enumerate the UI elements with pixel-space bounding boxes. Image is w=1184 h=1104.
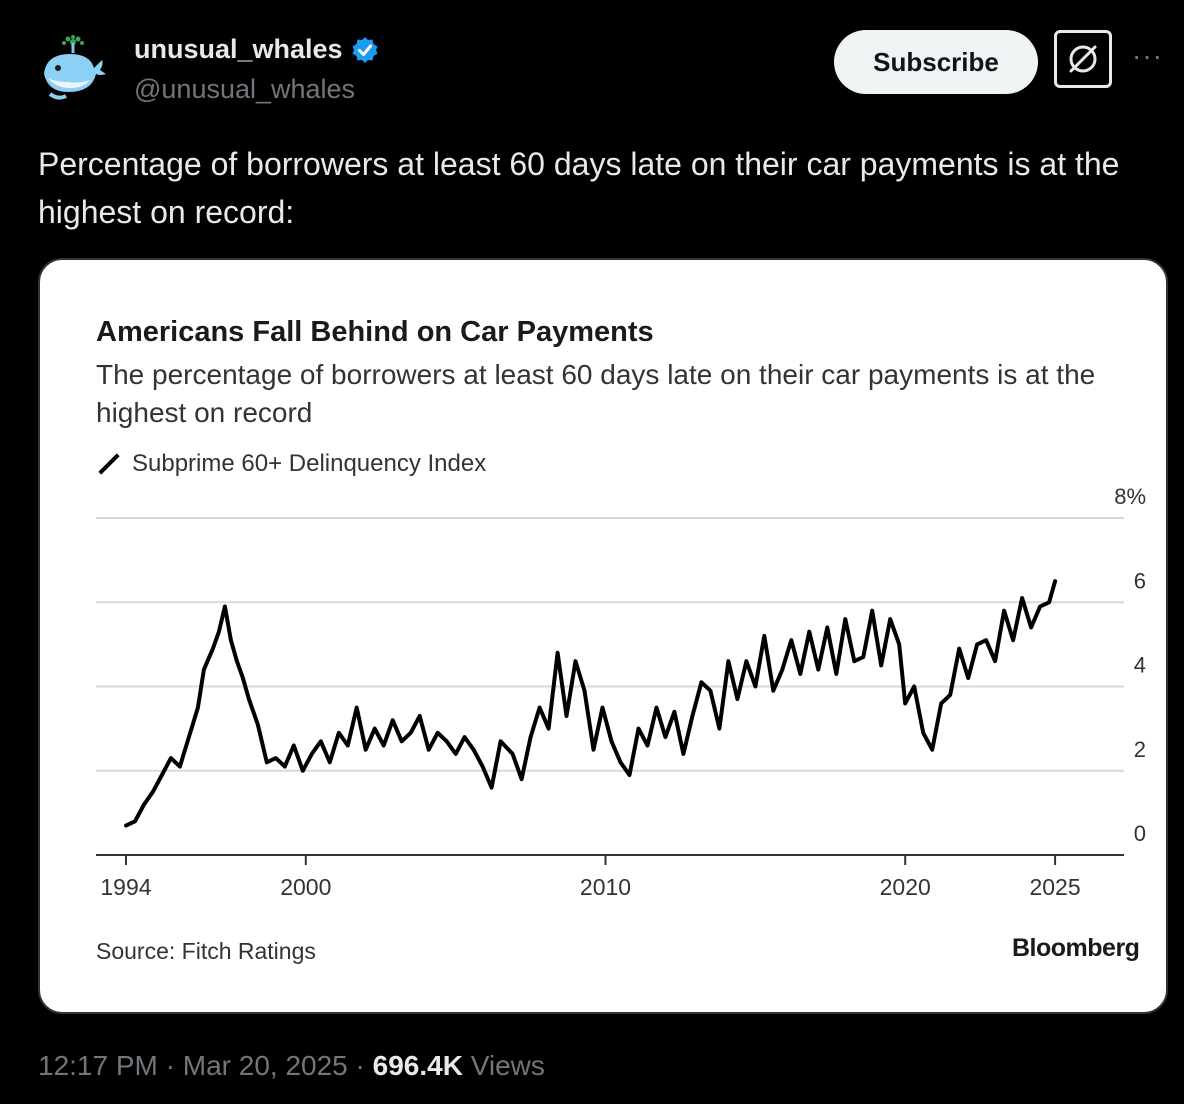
y-tick-label: 0 <box>1134 821 1146 846</box>
x-tick-label: 2020 <box>880 874 931 900</box>
chart-subtitle: The percentage of borrowers at least 60 … <box>96 359 1096 428</box>
verified-badge-icon <box>352 36 378 63</box>
x-tick-label: 1994 <box>100 874 151 900</box>
chart-title: Americans Fall Behind on Car Payments <box>96 316 654 348</box>
x-tick-label: 2010 <box>580 874 631 900</box>
y-tick-label: 2 <box>1134 737 1146 762</box>
views-label: Views <box>470 1050 545 1081</box>
y-tick-label: 8% <box>1114 484 1146 509</box>
tweet-meta: 12:17 PM · Mar 20, 2025 · 696.4K Views <box>38 1050 545 1082</box>
grok-button[interactable] <box>1054 30 1112 88</box>
subscribe-button[interactable]: Subscribe <box>834 30 1038 94</box>
line-chart: 0 2 4 6 8% 1994 2000 2010 2020 2025 <box>96 484 1146 900</box>
x-tick-label: 2025 <box>1029 874 1080 900</box>
bloomberg-logo: Bloomberg <box>1012 934 1140 962</box>
views-count: 696.4K <box>372 1050 463 1081</box>
meta-separator: · <box>165 1050 175 1081</box>
chart-legend: Subprime 60+ Delinquency Index <box>96 450 486 478</box>
whale-icon[interactable] <box>38 34 108 104</box>
display-name[interactable]: unusual_whales <box>134 34 343 64</box>
user-handle[interactable]: @unusual_whales <box>134 74 356 104</box>
user-name-row: unusual_whales <box>134 34 379 65</box>
x-tick-label: 2000 <box>280 874 331 900</box>
meta-separator: · <box>355 1050 365 1081</box>
legend-label: Subprime 60+ Delinquency Index <box>132 450 487 477</box>
series-line <box>124 579 1058 828</box>
tweet-date[interactable]: Mar 20, 2025 <box>182 1050 348 1081</box>
chart-image-card[interactable]: Americans Fall Behind on Car Payments Th… <box>38 258 1168 1014</box>
tweet-time[interactable]: 12:17 PM <box>38 1050 158 1081</box>
tweet-text: Percentage of borrowers at least 60 days… <box>38 146 1120 230</box>
chart-source: Source: Fitch Ratings <box>96 938 316 964</box>
y-tick-label: 6 <box>1134 568 1146 593</box>
tweet-header: unusual_whales @unusual_whales Subscribe… <box>38 28 1168 108</box>
y-tick-label: 4 <box>1134 653 1146 678</box>
grok-icon <box>1069 45 1097 73</box>
more-options-button[interactable]: ··· <box>1132 40 1163 71</box>
